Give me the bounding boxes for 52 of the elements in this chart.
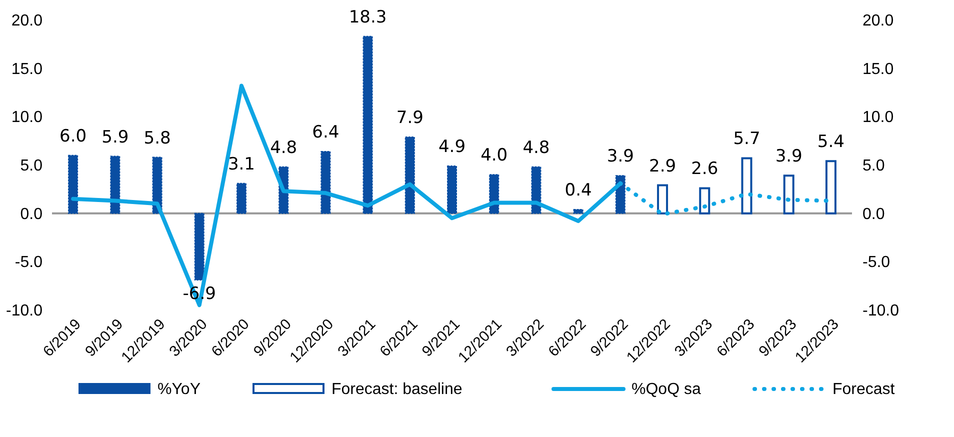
- y2-tick-label: 5.0: [862, 158, 885, 174]
- data-label: 5.7: [733, 129, 760, 150]
- y2-tick-label: 20.0: [862, 12, 894, 30]
- bar: [573, 208, 584, 214]
- y-tick-label: 0.0: [20, 206, 43, 223]
- data-label: 0.4: [564, 180, 592, 200]
- data-label: 6.4: [312, 122, 340, 142]
- data-label: 4.8: [270, 138, 298, 158]
- bar: [615, 175, 626, 214]
- bar: [783, 174, 794, 214]
- bar: [447, 165, 457, 214]
- y-tick-label: 10.0: [11, 109, 43, 126]
- data-label: 3.1: [228, 154, 255, 174]
- y2-tick-label: 0.0: [862, 206, 885, 223]
- data-label: 6.0: [60, 126, 87, 146]
- data-label: 5.8: [144, 128, 171, 148]
- data-label: 5.9: [102, 127, 129, 148]
- bar: [362, 36, 373, 214]
- bar: [741, 157, 752, 214]
- bar: [531, 166, 542, 214]
- data-label: 3.9: [606, 146, 634, 167]
- bar: [320, 150, 331, 214]
- y2-tick-label: -5.0: [862, 254, 890, 272]
- legend-label: Forecast: [832, 381, 896, 398]
- bar: [194, 212, 204, 281]
- legend-label: %YoY: [158, 381, 201, 398]
- data-label: 4.8: [522, 138, 550, 158]
- bar: [657, 184, 668, 214]
- data-label: 4.9: [438, 136, 466, 157]
- y-tick-label: -10.0: [6, 302, 43, 320]
- bar: [699, 187, 710, 214]
- data-label: 3.9: [775, 146, 802, 167]
- y-tick-label: -5.0: [14, 254, 43, 272]
- bar: [825, 160, 836, 214]
- data-label: 2.9: [649, 156, 676, 176]
- bar: [68, 154, 78, 214]
- data-label: 18.3: [348, 7, 387, 28]
- data-label: 7.9: [396, 108, 424, 128]
- legend-label: Forecast: baseline: [332, 381, 462, 398]
- y2-tick-label: -10.0: [862, 302, 900, 320]
- y2-tick-label: 15.0: [862, 60, 894, 78]
- data-label: 4.0: [480, 146, 508, 166]
- y-tick-label: 5.0: [20, 158, 43, 174]
- y-tick-label: 20.0: [11, 12, 43, 30]
- legend-label: %QoQ sa: [632, 381, 701, 398]
- bar: [110, 156, 120, 214]
- y-tick-label: 15.0: [11, 60, 43, 78]
- bar: [404, 136, 415, 214]
- y2-tick-label: 10.0: [862, 109, 894, 126]
- data-label: 2.6: [691, 159, 718, 180]
- bar: [236, 182, 246, 214]
- data-label: 5.4: [817, 132, 844, 152]
